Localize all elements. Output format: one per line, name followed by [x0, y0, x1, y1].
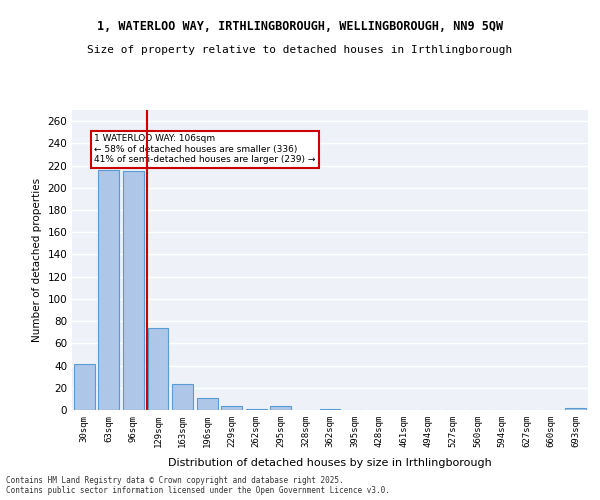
Bar: [98, 170, 119, 410]
X-axis label: Distribution of detached houses by size in Irthlingborough: Distribution of detached houses by size …: [168, 458, 492, 468]
Bar: [246, 409, 267, 410]
Bar: [221, 406, 242, 410]
Text: 1 WATERLOO WAY: 106sqm
← 58% of detached houses are smaller (336)
41% of semi-de: 1 WATERLOO WAY: 106sqm ← 58% of detached…: [94, 134, 316, 164]
Bar: [172, 384, 193, 410]
Bar: [148, 328, 169, 410]
Bar: [197, 398, 218, 410]
Bar: [74, 364, 95, 410]
Bar: [320, 409, 340, 410]
Text: Contains HM Land Registry data © Crown copyright and database right 2025.
Contai: Contains HM Land Registry data © Crown c…: [6, 476, 390, 495]
Text: 1, WATERLOO WAY, IRTHLINGBOROUGH, WELLINGBOROUGH, NN9 5QW: 1, WATERLOO WAY, IRTHLINGBOROUGH, WELLIN…: [97, 20, 503, 33]
Text: Size of property relative to detached houses in Irthlingborough: Size of property relative to detached ho…: [88, 45, 512, 55]
Y-axis label: Number of detached properties: Number of detached properties: [32, 178, 42, 342]
Bar: [565, 408, 586, 410]
Bar: [271, 406, 292, 410]
Bar: [123, 171, 144, 410]
